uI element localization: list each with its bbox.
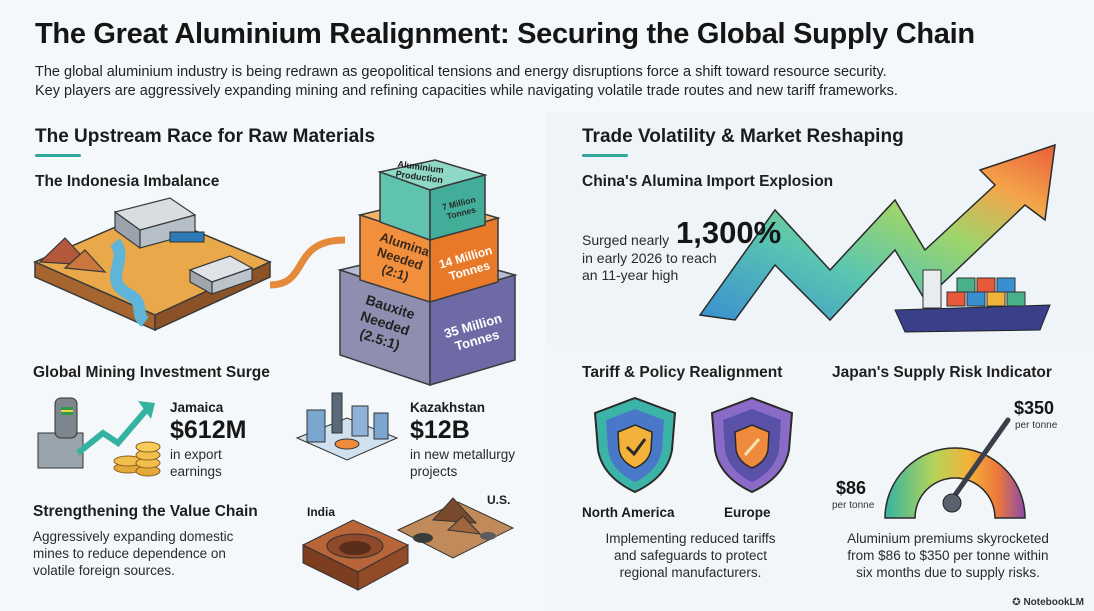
china-detail-text: in early 2026 to reach an 11-year high [582, 250, 717, 284]
supply-risk-gauge [884, 417, 1026, 519]
conveyor-pipe [269, 236, 346, 289]
china-heading: China's Alumina Import Explosion [582, 173, 834, 190]
north-america-shield-icon [593, 396, 677, 494]
intro-line-2: Key players are aggressively expanding m… [35, 83, 898, 99]
kazakhstan-country: Kazakhstan [410, 400, 486, 415]
tier-stack-illustration [337, 159, 518, 387]
kazakhstan-desc-line-1: in new metallurgy [410, 447, 516, 462]
trade-section-title: Trade Volatility & Market Reshaping [582, 126, 904, 147]
japan-line-1: Aluminium premiums skyrocketed [847, 531, 1049, 546]
jamaica-country: Jamaica [170, 400, 224, 415]
japan-high-unit: per tonne [1015, 420, 1058, 431]
japan-text: Aluminium premiums skyrocketed from $86 … [828, 530, 1068, 581]
jamaica-desc: in export earnings [170, 446, 222, 480]
tariff-text: Implementing reduced tariffs and safegua… [578, 530, 803, 581]
jamaica-amount: $612M [170, 416, 247, 444]
japan-line-2: from $86 to $350 per tonne within [847, 548, 1049, 563]
upstream-section-title: The Upstream Race for Raw Materials [35, 126, 376, 147]
japan-low-price: $86 [836, 478, 867, 498]
tariff-line-3: regional manufacturers. [619, 565, 762, 580]
value-chain-text: Aggressively expanding domestic mines to… [33, 528, 233, 579]
brand-icon: ✪ [1012, 597, 1021, 608]
kazakhstan-desc-line-2: projects [410, 464, 458, 479]
section-underline [35, 154, 81, 157]
value-chain-line-2: mines to reduce dependence on [33, 546, 226, 561]
kazakhstan-amount: $12B [410, 416, 470, 444]
china-import-percent: 1,300% [676, 215, 782, 250]
japan-low-unit: per tonne [832, 500, 875, 511]
china-surged-text: Surged nearly [582, 232, 670, 248]
china-detail-line-2: in early 2026 to reach [582, 250, 717, 266]
brand-label: NotebookLM [1023, 597, 1084, 608]
intro-text: The global aluminium industry is being r… [35, 63, 1055, 101]
value-chain-line-3: volatile foreign sources. [33, 563, 175, 578]
import-surge-arrow-illustration [698, 143, 1056, 333]
tariff-line-1: Implementing reduced tariffs [605, 531, 776, 546]
japan-heading: Japan's Supply Risk Indicator [832, 364, 1052, 381]
value-chain-heading: Strengthening the Value Chain [33, 503, 258, 520]
value-chain-line-1: Aggressively expanding domestic [33, 529, 234, 544]
domestic-mines-illustration [301, 497, 515, 591]
kazakhstan-desc: in new metallurgy projects [410, 446, 515, 480]
tariff-line-2: and safeguards to protect [613, 548, 768, 563]
north-america-label: North America [582, 505, 675, 520]
japan-line-3: six months due to supply risks. [856, 565, 1040, 580]
intro-line-1: The global aluminium industry is being r… [35, 64, 887, 80]
us-label: U.S. [487, 493, 511, 507]
europe-shield-icon [710, 396, 794, 494]
page-title: The Great Aluminium Realignment: Securin… [35, 18, 975, 50]
kazakhstan-refinery-icon [295, 392, 399, 461]
indonesia-heading: The Indonesia Imbalance [35, 173, 220, 190]
jamaica-desc-line-2: earnings [170, 464, 222, 479]
japan-high-price: $350 [1014, 398, 1055, 418]
india-label: India [307, 505, 336, 519]
jamaica-growth-icon [37, 397, 161, 477]
section-underline [582, 154, 628, 157]
europe-label: Europe [724, 505, 771, 520]
jamaica-desc-line-1: in export [170, 447, 222, 462]
investment-heading: Global Mining Investment Surge [33, 364, 270, 381]
brand-watermark: ✪ NotebookLM [1012, 597, 1084, 608]
china-detail-line-3: an 11-year high [582, 267, 679, 283]
mining-landscape-illustration [33, 197, 272, 332]
tariff-heading: Tariff & Policy Realignment [582, 364, 783, 381]
